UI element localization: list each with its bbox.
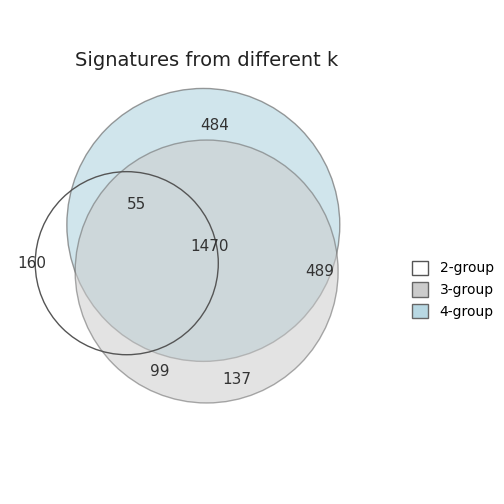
Text: 55: 55 [127, 198, 146, 213]
Text: 484: 484 [201, 117, 229, 133]
Text: 137: 137 [222, 372, 251, 387]
Text: 1470: 1470 [191, 239, 229, 254]
Legend: 2-group, 3-group, 4-group: 2-group, 3-group, 4-group [406, 255, 499, 325]
Text: 489: 489 [305, 264, 334, 279]
Circle shape [67, 88, 340, 361]
Text: 99: 99 [150, 364, 170, 379]
Circle shape [75, 140, 338, 403]
Title: Signatures from different k: Signatures from different k [75, 51, 338, 70]
Text: 160: 160 [18, 256, 46, 271]
